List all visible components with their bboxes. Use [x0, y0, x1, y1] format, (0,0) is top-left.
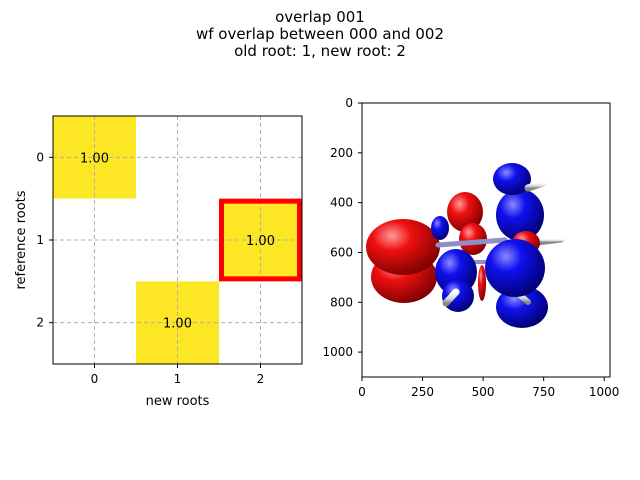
x-axis-label: new roots: [146, 394, 210, 409]
image-ticks: 0 250 500 750 1000 0 200 400 600 800 1000: [322, 96, 619, 399]
heatmap-cell: [136, 198, 219, 282]
orbital-lobe-negative: [496, 189, 544, 241]
cell-value-label: 1.00: [246, 234, 275, 249]
x-tick-label: 2: [257, 372, 265, 386]
title-line-2: wf overlap between 000 and 002: [196, 25, 444, 43]
y-tick-label: 400: [330, 196, 353, 210]
molecule-bond: [435, 237, 508, 248]
x-tick-label: 1000: [589, 385, 620, 399]
cell-value-label: 1.00: [163, 317, 192, 332]
orbital-rendering: [366, 163, 565, 328]
y-tick-label: 800: [330, 295, 353, 309]
title-line-1: overlap 001: [275, 8, 365, 26]
x-tick-label: 0: [91, 372, 99, 386]
heatmap-cell: [53, 198, 136, 282]
heatmap-cell: [219, 116, 302, 199]
hydrogen-bond: [442, 288, 460, 307]
orbital-image-panel: 0 250 500 750 1000 0 200 400 600 800 1000: [322, 96, 619, 399]
title-line-3: old root: 1, new root: 2: [234, 42, 406, 60]
y-tick-label: 600: [330, 245, 353, 259]
x-tick-label: 0: [358, 385, 366, 399]
x-tick-label: 1: [174, 372, 182, 386]
y-tick-label: 2: [36, 316, 44, 330]
x-tick-label: 750: [532, 385, 555, 399]
x-tick-label: 500: [472, 385, 495, 399]
highlight-box: [219, 198, 302, 282]
y-tick-label: 200: [330, 146, 353, 160]
orbital-lobe-negative: [485, 239, 545, 297]
overlap-heatmap: 1.00 1.00 1.00 0 1 2 0 1 2 new roots reference roo…: [14, 115, 303, 409]
y-tick-label: 0: [345, 96, 353, 110]
hydrogen-bond: [524, 179, 547, 192]
heatmap-cell: [136, 116, 219, 199]
y-tick-label: 0: [36, 150, 44, 164]
cell-value-label: 1.00: [80, 151, 109, 166]
y-tick-label: 1000: [322, 345, 353, 359]
x-tick-label: 250: [411, 385, 434, 399]
heatmap-cell: [219, 198, 302, 282]
orbital-lobe-negative: [493, 163, 531, 195]
figure-title: overlap 001 wf overlap between 000 and 0…: [196, 8, 444, 60]
orbital-lobe-negative: [431, 216, 449, 240]
image-axes-frame: [361, 102, 611, 378]
y-tick-label: 1: [36, 233, 44, 247]
y-axis-label: reference roots: [14, 190, 29, 289]
orbital-lobe-positive: [478, 265, 486, 301]
orbital-lobe-positive: [447, 192, 483, 232]
orbital-lobe-positive: [366, 219, 440, 275]
orbital-lobe-positive: [459, 223, 487, 255]
heatmap-cell: [53, 116, 136, 199]
orbital-lobe-negative: [442, 280, 474, 312]
hydrogen-bond: [533, 235, 565, 246]
orbital-lobe-negative: [496, 286, 548, 328]
